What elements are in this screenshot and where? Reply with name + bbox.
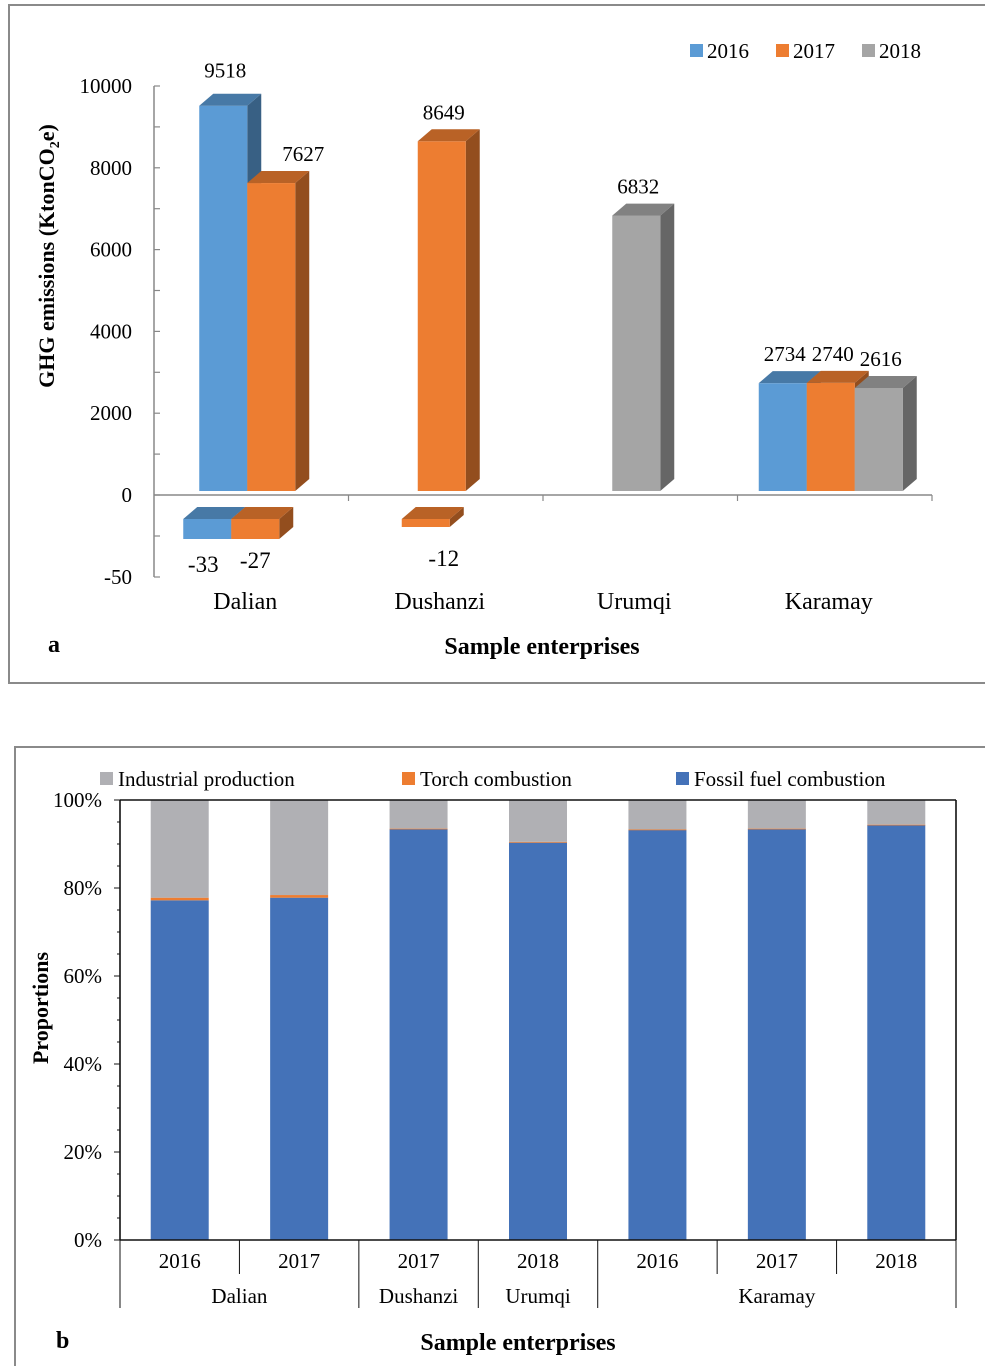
x-category-label: Urumqi (597, 589, 672, 615)
stack-segment (270, 897, 329, 1240)
neg-bar-dushanzi-2017 (401, 507, 464, 527)
data-label: -27 (240, 548, 271, 573)
y-axis-title: Proportions (28, 952, 53, 1064)
data-label: 2734 (764, 342, 807, 366)
legend-item: 2018 (862, 39, 921, 63)
stack-segment (747, 828, 806, 830)
emission-proportions-chart: 0% 20% 40% 60% 80% 100% 2016 2017 2017 2018 2016 2… (28, 767, 957, 1356)
chart-panel-b: 0% 20% 40% 60% 80% 100% 2016 2017 2017 2018 2016 2… (14, 746, 985, 1366)
y-tick-label: 0 (122, 483, 133, 507)
legend-swatch (100, 772, 113, 785)
x-axis-title: Sample enterprises (420, 1330, 615, 1356)
x-category-label: 2017 (398, 1249, 440, 1273)
x-category-label: 2018 (875, 1249, 917, 1273)
stack-segment (389, 828, 448, 830)
x-category-label: Karamay (785, 589, 873, 615)
stack-segment (867, 824, 926, 826)
panel-label: b (56, 1328, 69, 1354)
bar-karamay-2018 (854, 376, 917, 491)
x-category-label: 2016 (636, 1249, 678, 1273)
x-group-label: Karamay (738, 1284, 815, 1308)
x-category-label: 2018 (517, 1249, 559, 1273)
legend-swatch (690, 44, 703, 57)
data-label: 8649 (423, 100, 465, 124)
legend-label: Torch combustion (420, 767, 572, 791)
bar-dalian-2017 (247, 171, 310, 491)
legend-label: Industrial production (118, 767, 295, 791)
x-axis-title: Sample enterprises (444, 634, 639, 660)
data-label: 9518 (204, 59, 246, 83)
data-label: -12 (428, 546, 459, 571)
x-group-label: Urumqi (505, 1284, 570, 1308)
x-category-label: 2017 (756, 1249, 798, 1273)
y-tick-label: -50 (104, 565, 132, 589)
y-tick-label: 10000 (80, 74, 133, 98)
data-label: 6832 (617, 175, 659, 199)
y-tick-label: 40% (64, 1052, 103, 1076)
legend-item: Fossil fuel combustion (676, 767, 886, 791)
data-label: 2616 (860, 347, 902, 371)
stack-segment (628, 829, 687, 1240)
stack-segment (389, 800, 448, 829)
legend-swatch (776, 44, 789, 57)
chart-panel-a: 10000 8000 6000 4000 2000 0 -50 9518 7627 -33 -27… (8, 4, 985, 684)
stack-segment (270, 800, 329, 896)
stack-segment (628, 800, 687, 830)
legend-item: Industrial production (100, 767, 295, 791)
ghg-emissions-chart: 10000 8000 6000 4000 2000 0 -50 9518 7627 -33 -27… (34, 39, 933, 660)
y-tick-label: 4000 (90, 319, 132, 343)
data-label: -33 (188, 552, 219, 577)
stack-segment (150, 897, 209, 901)
y-axis-title: GHG emissions (KtonCO2e) (34, 124, 63, 388)
y-tick-label: 0% (74, 1228, 102, 1252)
x-category-label: 2016 (159, 1249, 201, 1273)
legend-swatch (676, 772, 689, 785)
neg-bar-dalian-2017 (231, 507, 294, 539)
y-tick-label: 80% (64, 876, 103, 900)
legend-label: Fossil fuel combustion (694, 767, 886, 791)
stack-segment (509, 800, 567, 842)
legend-item: Torch combustion (402, 767, 572, 791)
x-category-label: 2017 (278, 1249, 320, 1273)
bar-dushanzi-2017 (417, 129, 480, 491)
bar-urumqi-2018 (612, 203, 675, 491)
stack-segment (389, 829, 448, 1240)
legend-item: 2016 (690, 39, 749, 63)
y-tick-label: 2000 (90, 401, 132, 425)
legend-label: 2017 (793, 39, 835, 63)
legend-label: 2018 (879, 39, 921, 63)
y-tick-label: 100% (53, 788, 102, 812)
stack-segment (270, 895, 329, 898)
legend-item: 2017 (776, 39, 835, 63)
legend-swatch (402, 772, 415, 785)
stack-segment (867, 825, 926, 1240)
y-tick-label: 8000 (90, 156, 132, 180)
data-label: 7627 (282, 142, 324, 166)
data-label: 2740 (812, 342, 854, 366)
y-tick-label: 6000 (90, 238, 132, 262)
stack-segment (150, 900, 209, 1240)
stack-segment (628, 829, 687, 831)
legend-swatch (862, 44, 875, 57)
stack-segment (509, 841, 567, 843)
neg-bar-dalian-2016 (183, 507, 246, 539)
legend-label: 2016 (707, 39, 749, 63)
stack-segment (747, 800, 806, 829)
stack-segment (867, 800, 926, 825)
panel-label: a (48, 632, 60, 658)
stack-segment (509, 842, 567, 1240)
stack-segment (747, 829, 806, 1240)
x-group-label: Dushanzi (379, 1284, 458, 1308)
stack-segment (150, 800, 209, 898)
x-category-label: Dushanzi (394, 589, 485, 615)
x-group-label: Dalian (211, 1284, 267, 1308)
y-tick-label: 60% (64, 964, 103, 988)
x-category-label: Dalian (213, 589, 277, 615)
y-tick-label: 20% (64, 1140, 103, 1164)
